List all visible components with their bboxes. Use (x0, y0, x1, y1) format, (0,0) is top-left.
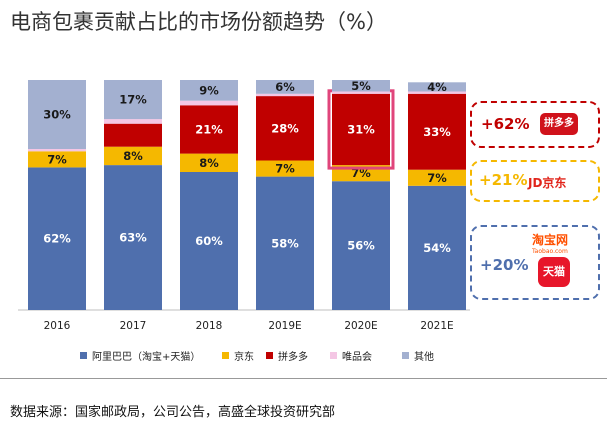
bar-segment-2020E-3 (332, 91, 390, 94)
data-label-2017-0: 63% (119, 231, 147, 245)
data-label-2019E-0: 58% (271, 236, 299, 250)
source-note: 数据来源：国家邮政局，公司公告，高盛全球投资研究部 (10, 405, 336, 420)
data-label-2018-1: 8% (199, 156, 219, 170)
data-label-2019E-1: 7% (275, 162, 295, 176)
bar-segment-2021E-0 (408, 185, 466, 310)
bar-segment-2016-3 (28, 149, 86, 152)
taobao-logo-sub: Taobao.com (532, 248, 568, 255)
legend-label-2: 拼多多 (278, 352, 308, 363)
data-label-2016-1: 7% (47, 152, 67, 166)
data-label-2021E-4: 4% (427, 80, 447, 94)
legend-swatch-1 (222, 352, 229, 359)
pinduoduo-logo: 拼多多 (540, 113, 578, 135)
pinduoduo-logo-text: 拼多多 (544, 118, 574, 129)
badge-jd-text: +21% (479, 171, 528, 189)
bar-segment-2016-1 (28, 151, 86, 168)
bar-segment-2019E-0 (256, 176, 314, 310)
badge-jd (470, 160, 600, 202)
data-label-2016-4: 30% (43, 108, 71, 122)
bar-segment-2017-0 (104, 165, 162, 310)
x-tick-label-2016: 2016 (44, 320, 71, 332)
data-label-2018-0: 60% (195, 234, 223, 248)
bar-segment-2021E-3 (408, 91, 466, 94)
x-tick-label-2019E: 2019E (268, 320, 301, 332)
legend-item-4: 其他 (402, 348, 434, 363)
chart-title: 电商包裹贡献占比的市场份额趋势（%） (10, 10, 387, 34)
taobao-logo-text: 淘宝网 (532, 233, 569, 247)
legend-item-1: 京东 (222, 348, 254, 363)
badge-pinduoduo-text: +62% (481, 115, 530, 133)
bar-segment-2017-2 (104, 123, 162, 147)
bar-segment-2017-4 (104, 80, 162, 120)
data-label-2020E-2: 31% (347, 122, 375, 136)
data-label-2021E-2: 33% (423, 125, 451, 139)
bar-segment-2016-4 (28, 80, 86, 149)
tmall-logo: 天猫 (538, 257, 570, 287)
bar-segment-2020E-0 (332, 181, 390, 310)
badge-pinduoduo (470, 101, 600, 148)
data-label-2017-4: 17% (119, 93, 147, 107)
bar-segment-2021E-1 (408, 169, 466, 186)
data-label-2019E-2: 28% (271, 121, 299, 135)
data-label-2021E-1: 7% (427, 171, 447, 185)
bar-segment-2021E-2 (408, 93, 466, 170)
bar-segment-2017-1 (104, 146, 162, 166)
data-label-2017-1: 8% (123, 149, 143, 163)
bar-segment-2018-1 (180, 153, 238, 172)
taobao-logo: 淘宝网 Taobao.com (532, 231, 568, 255)
legend-swatch-3 (330, 352, 337, 359)
data-label-2018-4: 9% (199, 83, 219, 97)
bar-segment-2019E-1 (256, 160, 314, 177)
legend: 阿里巴巴（淘宝+天猫） 京东 拼多多 唯品会 其他 (0, 348, 470, 363)
data-label-2020E-0: 56% (347, 239, 375, 253)
footer-divider (0, 378, 607, 379)
badge-taobao-tmall-text: +20% (480, 256, 529, 274)
legend-swatch-4 (402, 352, 409, 359)
legend-item-0: 阿里巴巴（淘宝+天猫） (80, 348, 200, 363)
data-label-2020E-4: 5% (351, 79, 371, 93)
legend-item-2: 拼多多 (266, 348, 308, 363)
bar-segment-2021E-4 (408, 82, 466, 92)
x-tick-label-2017: 2017 (120, 320, 147, 332)
stacked-bar-chart: 62% 7% 30% 2016 63% 8% 17% 2017 60% 8% 21% 9% 2018 58… (18, 79, 470, 332)
bar-segment-2018-3 (180, 100, 238, 106)
legend-label-0: 阿里巴巴（淘宝+天猫） (92, 352, 201, 363)
bar-segment-2020E-4 (332, 80, 390, 92)
badge-taobao-tmall (470, 225, 600, 300)
bar-segment-2019E-2 (256, 96, 314, 161)
legend-swatch-2 (266, 352, 273, 359)
x-tick-label-2020E: 2020E (344, 320, 377, 332)
data-label-2018-2: 21% (195, 122, 223, 136)
data-label-2020E-1: 7% (351, 166, 371, 180)
bar-segment-2019E-3 (256, 93, 314, 97)
legend-label-3: 唯品会 (342, 352, 372, 363)
data-label-2021E-0: 54% (423, 241, 451, 255)
legend-label-4: 其他 (414, 352, 434, 363)
jd-logo: JD京东 (528, 176, 567, 190)
data-label-2019E-4: 6% (275, 80, 295, 94)
bar-segment-2018-4 (180, 80, 238, 101)
legend-label-1: 京东 (234, 352, 254, 363)
bar-segment-2019E-4 (256, 80, 314, 94)
legend-item-3: 唯品会 (330, 348, 372, 363)
bar-segment-2020E-2 (332, 93, 390, 166)
bar-segment-2018-2 (180, 105, 238, 154)
legend-swatch-0 (80, 352, 87, 359)
x-tick-label-2018: 2018 (196, 320, 223, 332)
bar-segment-2016-0 (28, 167, 86, 310)
x-tick-label-2021E: 2021E (420, 320, 453, 332)
data-label-2016-0: 62% (43, 232, 71, 246)
bar-segment-2018-0 (180, 172, 238, 310)
bar-segment-2017-3 (104, 119, 162, 124)
